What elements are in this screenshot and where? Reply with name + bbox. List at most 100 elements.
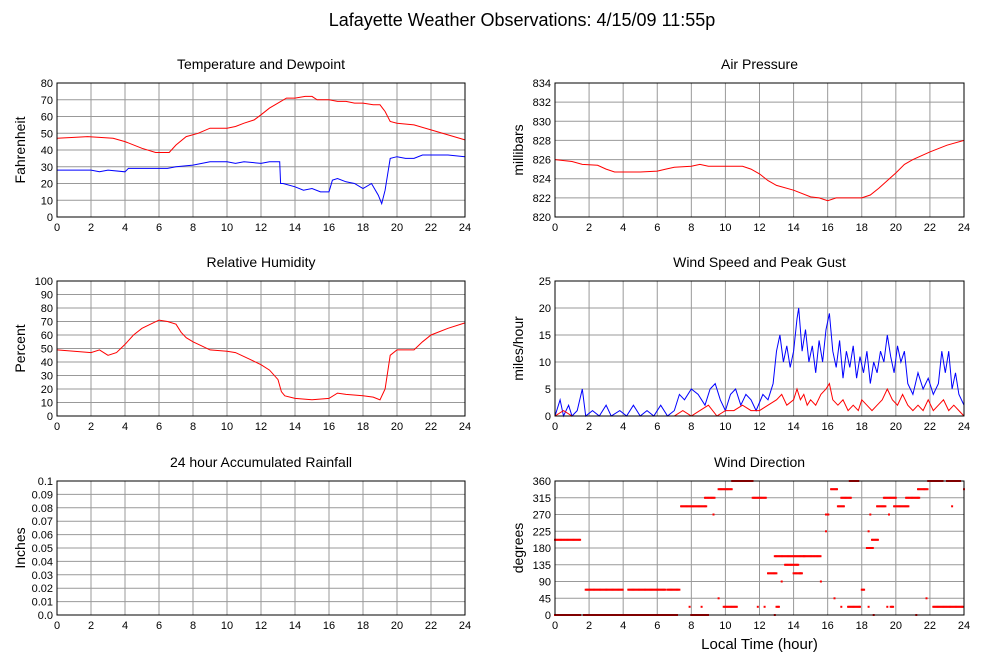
wind_direction-point bbox=[755, 496, 758, 499]
wind_direction-point bbox=[668, 588, 671, 591]
wind_direction-point bbox=[939, 605, 942, 608]
humidity-x-tick-label: 12 bbox=[255, 421, 267, 433]
wind_direction-point bbox=[680, 505, 683, 508]
wind_direction-point bbox=[776, 555, 779, 558]
pressure-x-tick-label: 16 bbox=[822, 222, 834, 234]
wind_direction-point bbox=[770, 572, 773, 575]
wind_direction-point bbox=[880, 505, 883, 508]
temperature-series-line bbox=[56, 95, 466, 153]
wind_direction-point bbox=[702, 505, 705, 508]
wind_direction-point bbox=[602, 588, 605, 591]
pressure-y-tick-label: 826 bbox=[533, 155, 551, 167]
wind_direction-point bbox=[707, 496, 710, 499]
rainfall-x-tick-label: 16 bbox=[323, 620, 335, 632]
wind_direction-point bbox=[590, 588, 593, 591]
wind_direction-point bbox=[609, 588, 612, 591]
wind_direction-point bbox=[641, 588, 644, 591]
wind_direction-point bbox=[630, 588, 633, 591]
wind_direction-point bbox=[894, 496, 897, 499]
wind_direction-point bbox=[795, 572, 797, 575]
wind_direction-point bbox=[563, 538, 566, 541]
wind_direction-point bbox=[893, 505, 896, 508]
wind_direction-point bbox=[587, 588, 590, 591]
wind_direction-point bbox=[870, 547, 873, 549]
wind_speed-y-tick-label: 5 bbox=[545, 384, 551, 396]
wind_direction-point bbox=[949, 605, 951, 608]
temperature-x-tick-label: 2 bbox=[88, 222, 94, 234]
wind_direction-point bbox=[704, 505, 706, 508]
wind_direction-point bbox=[654, 588, 657, 591]
charts-container: 0 2 4 6 8 10 12 14 16 18 20 22 2401020304050607080Te… bbox=[12, 56, 970, 653]
wind_direction-point bbox=[886, 605, 889, 608]
wind_direction-point bbox=[689, 505, 692, 508]
wind_direction-point bbox=[903, 505, 906, 508]
wind_speed-y-tick-label: 25 bbox=[539, 276, 551, 288]
wind_direction-point bbox=[932, 605, 935, 608]
wind_direction-point bbox=[696, 505, 699, 508]
wind_direction-point bbox=[666, 588, 669, 591]
wind_direction-y-tick-label: 45 bbox=[539, 593, 551, 605]
wind_direction-point bbox=[695, 505, 698, 508]
wind_direction-point bbox=[817, 555, 820, 558]
wind_speed-x-tick-label: 14 bbox=[787, 421, 799, 433]
humidity-x-tick-label: 0 bbox=[54, 421, 60, 433]
wind_direction-point bbox=[603, 588, 606, 591]
wind_direction-point bbox=[849, 605, 852, 608]
wind_direction-point bbox=[651, 588, 654, 591]
wind_direction-point bbox=[796, 555, 799, 558]
pressure-x-tick-label: 24 bbox=[958, 222, 970, 234]
wind_direction-point bbox=[763, 605, 766, 608]
rainfall-x-tick-label: 12 bbox=[255, 620, 267, 632]
wind_speed-x-tick-label: 16 bbox=[822, 421, 834, 433]
wind_direction-point bbox=[827, 513, 830, 516]
pressure-y-tick-label: 824 bbox=[533, 174, 551, 186]
wind_direction-point bbox=[833, 597, 836, 600]
rainfall-y-tick-label: 0.09 bbox=[32, 489, 53, 501]
rainfall-y-tick-label: 0.02 bbox=[32, 583, 53, 595]
wind_direction-point bbox=[947, 605, 950, 608]
wind_direction-point bbox=[700, 505, 703, 508]
wind_direction-point bbox=[606, 588, 609, 591]
pressure-x-tick-label: 10 bbox=[719, 222, 731, 234]
wind_direction-point bbox=[594, 588, 597, 591]
wind_direction-point bbox=[897, 505, 900, 508]
wind_direction-point bbox=[659, 588, 662, 591]
wind_direction-point bbox=[848, 605, 851, 608]
wind_direction-point bbox=[620, 588, 623, 591]
wind_direction-point bbox=[869, 513, 872, 516]
wind_direction-x-tick-label: 10 bbox=[719, 620, 731, 632]
wind_direction-point bbox=[655, 588, 658, 591]
wind_direction-point bbox=[621, 588, 624, 591]
wind_direction-point bbox=[879, 505, 882, 508]
wind_direction-point bbox=[804, 555, 806, 558]
wind_direction-point bbox=[597, 588, 600, 591]
wind_direction-point bbox=[712, 513, 715, 516]
temperature-x-tick-label: 10 bbox=[221, 222, 233, 234]
wind_direction-point bbox=[569, 538, 572, 541]
wind_direction-point bbox=[830, 488, 833, 491]
wind_direction-point bbox=[722, 488, 725, 491]
wind_direction-point bbox=[723, 488, 726, 491]
pressure-series-line bbox=[554, 139, 965, 202]
wind_direction-point bbox=[921, 488, 924, 491]
wind_direction-point bbox=[570, 538, 573, 541]
humidity-y-tick-label: 60 bbox=[41, 330, 53, 342]
rainfall-chart-title: 24 hour Accumulated Rainfall bbox=[170, 454, 352, 470]
wind_direction-point bbox=[857, 605, 860, 608]
wind_direction-point bbox=[797, 555, 800, 558]
wind_direction-point bbox=[767, 572, 769, 575]
wind_direction-point bbox=[663, 588, 666, 591]
wind_direction-point bbox=[919, 488, 922, 491]
wind_direction-chart-title: Wind Direction bbox=[714, 454, 805, 470]
rainfall-x-tick-label: 14 bbox=[289, 620, 301, 632]
wind_speed-x-tick-label: 12 bbox=[753, 421, 765, 433]
wind_direction-point bbox=[723, 605, 726, 608]
wind_direction-point bbox=[784, 555, 787, 558]
wind_direction-point bbox=[657, 588, 660, 591]
wind_direction-point bbox=[843, 496, 846, 499]
wind_direction-point bbox=[732, 605, 735, 608]
wind_direction-point bbox=[792, 572, 795, 575]
rainfall-y-tick-label: 0.01 bbox=[32, 597, 53, 609]
wind_direction-point bbox=[629, 588, 632, 591]
